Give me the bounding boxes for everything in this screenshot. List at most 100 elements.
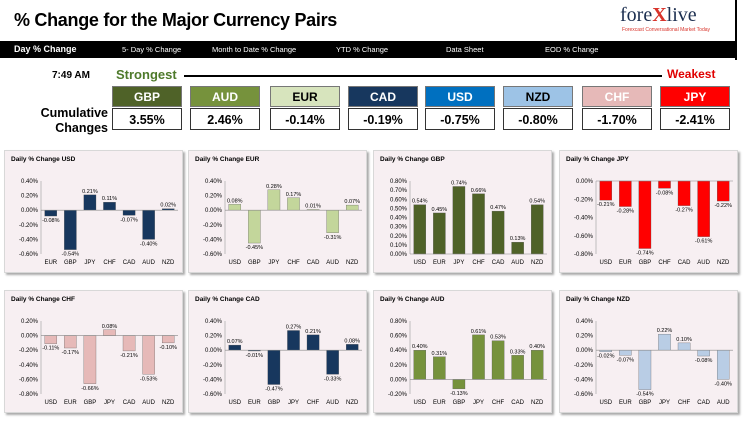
currency-name: CAD xyxy=(348,86,418,107)
chart-title: Daily % Change EUR xyxy=(195,156,260,163)
bar xyxy=(452,379,466,390)
chart-panel: Daily % Change EUR 0.40% 0.20% 0.00% -0.20% -… xyxy=(188,150,367,273)
x-tick-label: AUD xyxy=(511,260,524,266)
x-tick-label: JPY xyxy=(288,400,299,406)
bar xyxy=(142,210,155,240)
chart-panel: Daily % Change NZD 0.40% 0.20% 0.00% -0.20% -… xyxy=(559,290,738,413)
currency-card-chf: CHF -1.70% xyxy=(582,86,652,130)
y-tick-label: 0.20% xyxy=(21,194,39,200)
chart-title: Daily % Change USD xyxy=(11,156,76,163)
chart-panel: Daily % Change AUD 0.80% 0.60% 0.40% 0.20% 0.… xyxy=(373,290,552,413)
bar-chart: 0.20% 0.00% -0.20% -0.40% -0.60% -0.80% -0.11%… xyxy=(19,319,178,406)
data-label: -0.17% xyxy=(62,350,80,356)
data-label: 0.28% xyxy=(266,184,282,190)
y-tick-label: 0.00% xyxy=(390,377,408,383)
currency-name: GBP xyxy=(112,86,182,107)
data-label: -0.54% xyxy=(62,252,80,258)
x-tick-label: EUR xyxy=(433,400,446,406)
tab-eod-change[interactable]: EOD % Change xyxy=(545,45,599,54)
x-tick-label: CAD xyxy=(697,400,710,406)
bar xyxy=(530,204,544,255)
x-tick-label: NZD xyxy=(162,400,175,406)
y-tick-label: 0.70% xyxy=(390,188,408,194)
y-tick-label: 0.80% xyxy=(390,179,408,185)
x-tick-label: NZD xyxy=(346,260,359,266)
y-tick-label: 0.20% xyxy=(576,334,594,340)
x-tick-label: NZD xyxy=(717,260,730,266)
bar xyxy=(619,350,632,356)
y-tick-label: 0.20% xyxy=(21,319,39,325)
bar xyxy=(122,210,136,216)
x-tick-label: CHF xyxy=(472,260,485,266)
x-tick-label: AUD xyxy=(697,260,710,266)
x-tick-label: GBP xyxy=(248,260,261,266)
bar xyxy=(345,204,359,211)
x-tick-label: CHF xyxy=(492,400,505,406)
x-tick-label: AUD xyxy=(326,260,339,266)
bar xyxy=(103,202,116,211)
data-label: 0.33% xyxy=(510,349,526,355)
data-label: 0.07% xyxy=(344,199,360,205)
data-label: -0.27% xyxy=(675,208,693,214)
tab-day-change[interactable]: Day % Change xyxy=(14,44,77,54)
bar xyxy=(697,350,710,357)
page-title: % Change for the Major Currency Pairs xyxy=(14,10,337,30)
x-tick-label: JPY xyxy=(659,400,670,406)
data-label: 0.01% xyxy=(305,203,321,209)
currency-cumulative-value: -0.19% xyxy=(348,108,418,130)
x-tick-label: USD xyxy=(413,260,426,266)
currency-card-cad: CAD -0.19% xyxy=(348,86,418,130)
currency-card-nzd: NZD -0.80% xyxy=(503,86,573,130)
x-tick-label: USD xyxy=(44,400,57,406)
tab-ytd-change[interactable]: YTD % Change xyxy=(336,45,389,54)
bar xyxy=(326,350,339,375)
bar-chart: 0.80% 0.60% 0.40% 0.20% 0.00% -0.20% 0.40% USD 0… xyxy=(388,319,547,406)
y-tick-label: 0.00% xyxy=(205,348,223,354)
bar-chart: 0.40% 0.20% 0.00% -0.20% -0.40% -0.60% 0.07% US… xyxy=(203,319,362,406)
x-tick-label: JPY xyxy=(84,260,95,266)
x-tick-label: CAD xyxy=(511,400,524,406)
bar xyxy=(83,194,97,211)
bar xyxy=(658,333,671,351)
data-label: 0.22% xyxy=(657,328,673,334)
y-tick-label: -0.60% xyxy=(203,392,223,398)
data-label: -0.40% xyxy=(140,241,158,247)
x-tick-label: AUD xyxy=(717,400,730,406)
x-tick-label: JPY xyxy=(104,400,115,406)
x-tick-label: JPY xyxy=(268,260,279,266)
bar-chart: 0.80% 0.70% 0.60% 0.50% 0.40% 0.30% 0.20% 0.10%… xyxy=(390,179,547,266)
bar xyxy=(716,350,730,380)
y-tick-label: -0.20% xyxy=(19,348,39,354)
y-tick-label: 0.60% xyxy=(390,197,408,203)
y-tick-label: 0.10% xyxy=(390,243,408,249)
data-label: 0.02% xyxy=(160,203,176,209)
x-tick-label: NZD xyxy=(162,260,175,266)
x-tick-label: USD xyxy=(599,260,612,266)
currency-cumulative-value: -0.14% xyxy=(270,108,340,130)
data-label: -0.33% xyxy=(324,376,342,382)
chart-title: Daily % Change CAD xyxy=(195,296,260,303)
bar xyxy=(433,356,446,380)
tab-month-to-date[interactable]: Month to Date % Change xyxy=(212,45,297,54)
data-label: 0.66% xyxy=(471,188,487,194)
x-tick-label: CHF xyxy=(287,260,300,266)
data-label: 0.40% xyxy=(529,344,545,350)
divider xyxy=(735,0,737,60)
bar xyxy=(83,335,97,384)
y-tick-label: 0.40% xyxy=(205,319,223,325)
currency-name: NZD xyxy=(503,86,573,107)
y-tick-label: -0.40% xyxy=(19,363,39,369)
tab-data-sheet[interactable]: Data Sheet xyxy=(446,45,484,54)
data-label: 0.53% xyxy=(490,335,506,341)
y-tick-label: 0.40% xyxy=(390,216,408,222)
bar xyxy=(161,335,175,344)
x-tick-label: CAD xyxy=(678,260,691,266)
y-tick-label: 0.20% xyxy=(390,363,408,369)
currency-card-eur: EUR -0.14% xyxy=(270,86,340,130)
bar xyxy=(511,241,524,255)
bar xyxy=(64,210,77,250)
x-tick-label: GBP xyxy=(64,260,77,266)
currency-card-usd: USD -0.75% xyxy=(425,86,495,130)
x-tick-label: USD xyxy=(228,260,241,266)
tab-5-day-change[interactable]: 5- Day % Change xyxy=(122,45,182,54)
